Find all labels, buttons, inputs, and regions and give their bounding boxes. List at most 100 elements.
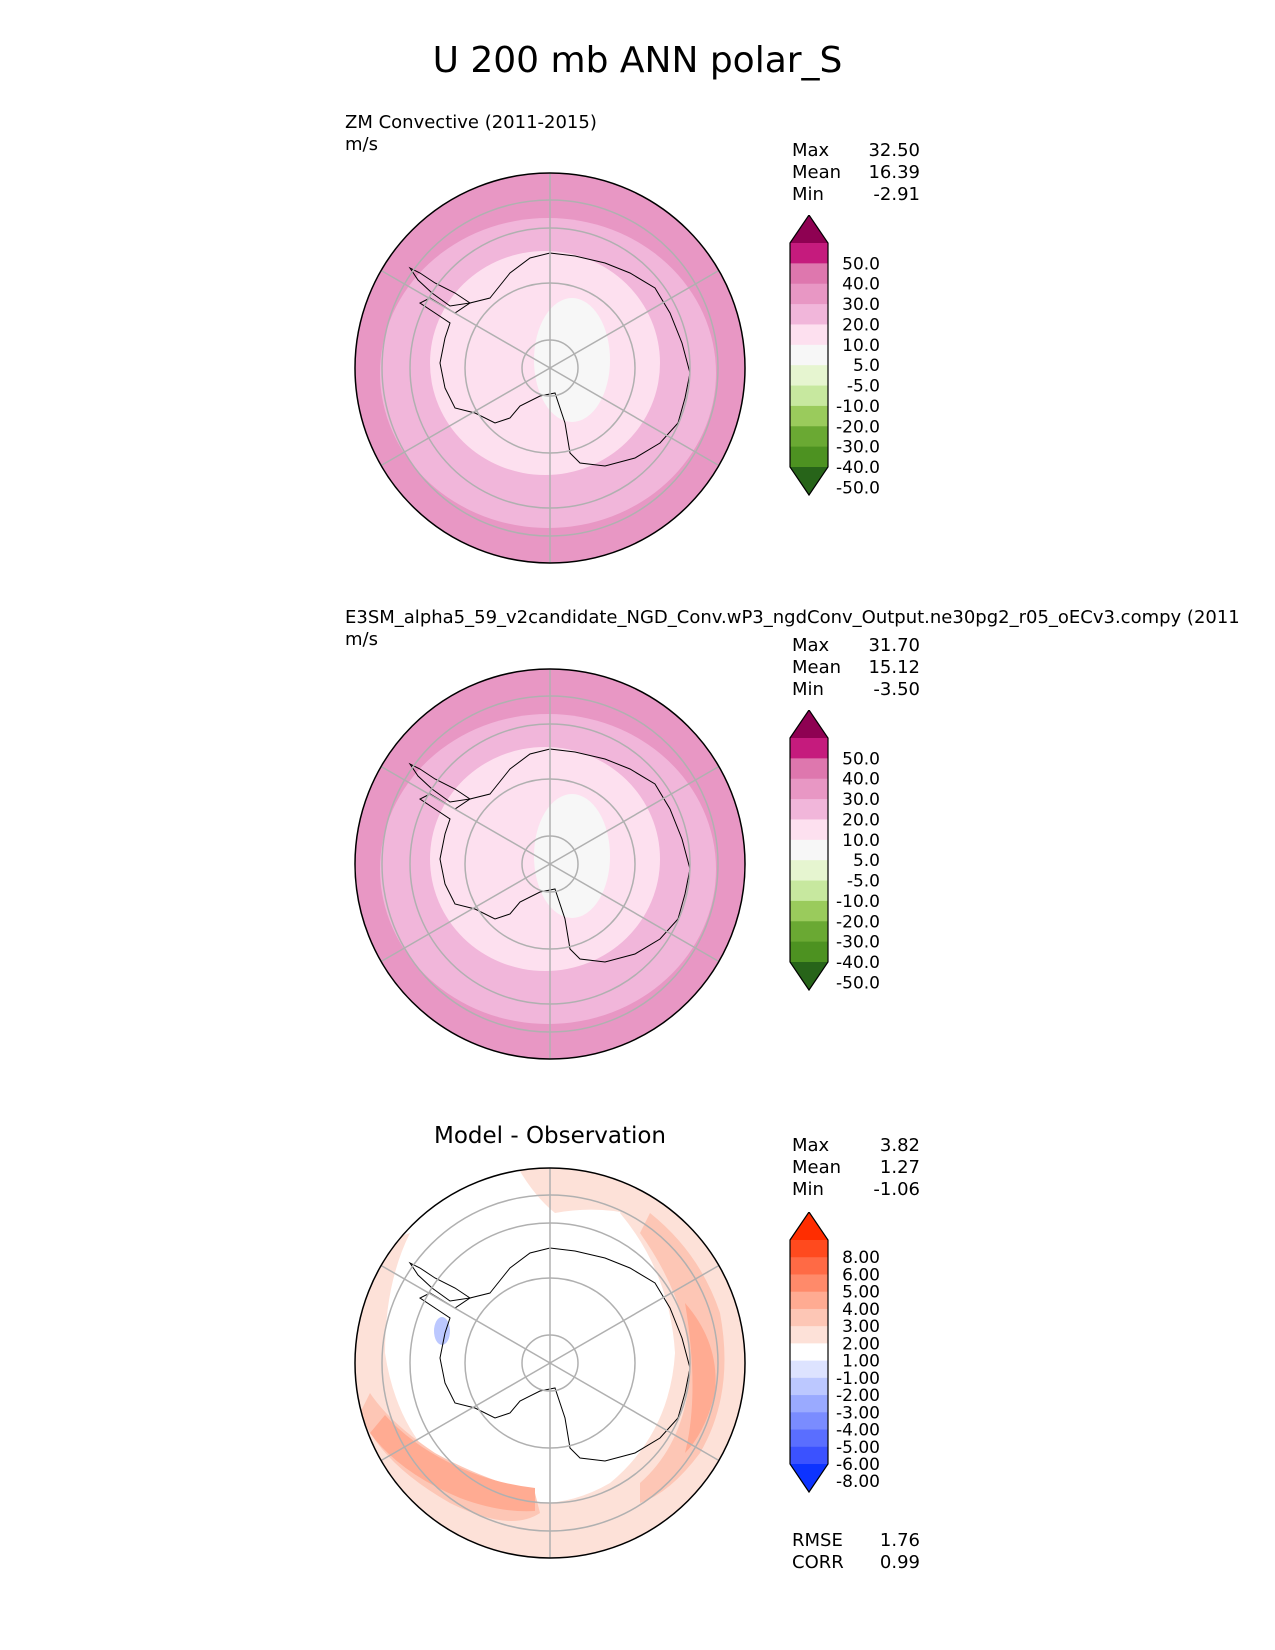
colorbar-tick-label: -5.0 bbox=[847, 377, 880, 397]
colorbar-tick-label: -10.0 bbox=[836, 892, 880, 912]
colorbar-tick-label: -3.00 bbox=[836, 1403, 880, 1423]
colorbar-tick-label: -1.00 bbox=[836, 1369, 880, 1389]
longitude-line bbox=[380, 765, 551, 865]
stat-min-label: Min bbox=[792, 679, 824, 700]
longitude-line bbox=[549, 1362, 720, 1462]
panel-title: Model - Observation bbox=[433, 1123, 667, 1149]
colorbar-segment bbox=[790, 900, 828, 922]
map-group bbox=[354, 1167, 746, 1559]
colorbar-tick-label: 1.00 bbox=[842, 1352, 880, 1372]
colorbar-tick-label: 5.0 bbox=[853, 356, 880, 376]
colorbar-segment bbox=[790, 1343, 828, 1362]
colorbar-group: 50.040.030.020.010.05.0-5.0-10.0-20.0-30… bbox=[789, 710, 880, 993]
colorbar-tick-label: -30.0 bbox=[836, 933, 880, 953]
panel-units: m/s bbox=[345, 134, 378, 155]
colorbar-tick-label: -5.00 bbox=[836, 1438, 880, 1458]
colorbar-segment bbox=[790, 263, 828, 285]
stats-box: Max 3.82 Mean 1.27 Min -1.06 bbox=[792, 1135, 920, 1201]
graticule bbox=[380, 1168, 720, 1558]
coastline bbox=[419, 1247, 691, 1462]
colorbar-segment bbox=[790, 1360, 828, 1379]
contour-band bbox=[370, 1415, 535, 1512]
contour-band bbox=[534, 298, 610, 422]
colorbar-tick-label: -20.0 bbox=[836, 912, 880, 932]
colorbar-tick-label: 10.0 bbox=[842, 831, 880, 851]
colorbar-segment bbox=[790, 758, 828, 780]
colorbar-segment bbox=[790, 426, 828, 448]
map-boundary bbox=[354, 668, 746, 1060]
colorbar-segment bbox=[790, 283, 828, 305]
rmse-label: RMSE bbox=[792, 1530, 843, 1551]
contour-band bbox=[510, 1168, 660, 1223]
colorbar-segment bbox=[790, 1291, 828, 1310]
colorbar-tick-label: 5.00 bbox=[842, 1283, 880, 1303]
longitude-line bbox=[380, 269, 551, 369]
colorbar-tick-label: 4.00 bbox=[842, 1300, 880, 1320]
coastline bbox=[419, 748, 691, 963]
colorbar-extend-top bbox=[790, 1212, 828, 1240]
stat-min-value: -3.50 bbox=[873, 679, 920, 700]
map-group bbox=[354, 668, 746, 1060]
stat-max-label: Max bbox=[792, 635, 830, 656]
colorbar-segment bbox=[790, 778, 828, 800]
stat-min-label: Min bbox=[792, 184, 824, 205]
colorbar: 8.006.005.004.003.002.001.00-1.00-2.00-3… bbox=[789, 1212, 880, 1494]
stat-max-value: 31.70 bbox=[868, 635, 920, 656]
colorbar-tick-label: -40.0 bbox=[836, 458, 880, 478]
colorbar-tick-label: -50.0 bbox=[836, 478, 880, 498]
coastline-antarctica bbox=[408, 748, 691, 963]
colorbar-tick-label: 20.0 bbox=[842, 315, 880, 335]
colorbar-tick-label: 6.00 bbox=[842, 1265, 880, 1285]
stat-max-label: Max bbox=[792, 1135, 830, 1156]
map-boundary bbox=[354, 172, 746, 564]
stat-mean-value: 15.12 bbox=[868, 657, 920, 678]
longitude-line bbox=[380, 367, 551, 467]
colorbar-tick-label: 3.00 bbox=[842, 1317, 880, 1337]
colorbar-group: 50.040.030.020.010.05.0-5.0-10.0-20.0-30… bbox=[789, 215, 880, 498]
colorbar-segment bbox=[790, 921, 828, 943]
colorbar-tick-label: 5.0 bbox=[853, 851, 880, 871]
colorbar: 50.040.030.020.010.05.0-5.0-10.0-20.0-30… bbox=[789, 710, 880, 993]
longitude-line bbox=[549, 367, 720, 467]
colorbar-segment bbox=[790, 304, 828, 325]
colorbar-segment bbox=[790, 243, 828, 264]
colorbar-segment bbox=[790, 365, 828, 387]
colorbar-tick-label: -30.0 bbox=[836, 438, 880, 458]
colorbar-extend-top bbox=[790, 215, 828, 243]
colorbar-tick-label: -6.00 bbox=[836, 1455, 880, 1475]
polar-map-reference bbox=[354, 668, 746, 1060]
colorbar-tick-label: 2.00 bbox=[842, 1334, 880, 1354]
coastline-antarctica bbox=[408, 1247, 691, 1462]
colorbar-segment bbox=[790, 860, 828, 882]
panel-title: ZM Convective (2011-2015) bbox=[345, 112, 597, 133]
stats-box: Max 32.50 Mean 16.39 Min -2.91 bbox=[792, 140, 920, 206]
colorbar-segment bbox=[790, 324, 828, 346]
stat-max-value: 3.82 bbox=[879, 1135, 920, 1156]
colorbar-tick-label: 10.0 bbox=[842, 336, 880, 356]
colorbar-segment bbox=[790, 1326, 828, 1344]
colorbar: 50.040.030.020.010.05.0-5.0-10.0-20.0-30… bbox=[789, 215, 880, 498]
colorbar-tick-label: -2.00 bbox=[836, 1386, 880, 1406]
longitude-line bbox=[380, 1264, 551, 1364]
stat-min-value: -2.91 bbox=[873, 184, 920, 205]
stat-max-value: 32.50 bbox=[868, 140, 920, 161]
colorbar-extend-bottom bbox=[790, 1464, 828, 1492]
colorbar-tick-label: -10.0 bbox=[836, 397, 880, 417]
graticule bbox=[380, 669, 720, 1059]
colorbar-segment bbox=[790, 1412, 828, 1431]
stat-max-label: Max bbox=[792, 140, 830, 161]
colorbar-tick-label: -20.0 bbox=[836, 417, 880, 437]
corr-value: 0.99 bbox=[879, 1552, 920, 1573]
colorbar-tick-label: 40.0 bbox=[842, 275, 880, 295]
colorbar-outline bbox=[789, 1212, 829, 1494]
colorbar-tick-label: 30.0 bbox=[842, 295, 880, 315]
contour-band bbox=[434, 1317, 450, 1345]
metrics-box: RMSE 1.76 CORR 0.99 bbox=[792, 1530, 920, 1574]
graticule bbox=[380, 173, 720, 563]
colorbar-segment bbox=[790, 1240, 828, 1258]
contour-band bbox=[534, 794, 610, 918]
polar-map-test bbox=[354, 172, 746, 564]
colorbar-tick-label: -4.00 bbox=[836, 1421, 880, 1441]
colorbar-segment bbox=[790, 941, 828, 963]
colorbar-group: 8.006.005.004.003.002.001.00-1.00-2.00-3… bbox=[789, 1212, 880, 1494]
